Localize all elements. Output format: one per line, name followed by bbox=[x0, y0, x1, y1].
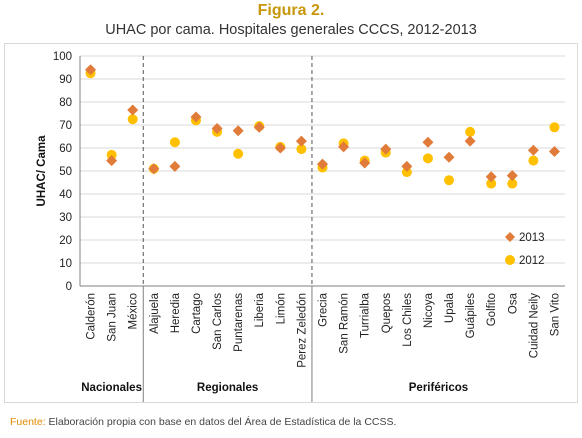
point-2013 bbox=[422, 136, 434, 148]
x-tick-label: México bbox=[128, 293, 140, 329]
legend-marker-2012 bbox=[505, 255, 515, 265]
point-2013 bbox=[253, 121, 265, 133]
point-2013 bbox=[85, 64, 97, 76]
point-2013 bbox=[548, 145, 560, 157]
point-2012 bbox=[169, 137, 180, 148]
point-2013 bbox=[274, 142, 286, 154]
group-label: Nacionales bbox=[81, 382, 142, 394]
point-2013 bbox=[443, 151, 455, 163]
point-2013 bbox=[401, 160, 413, 172]
point-2012 bbox=[106, 149, 117, 160]
point-2012 bbox=[507, 178, 518, 189]
y-tick-label: 60 bbox=[59, 143, 72, 155]
x-tick-label: Heredia bbox=[170, 292, 182, 333]
point-2012 bbox=[127, 114, 138, 125]
point-2013 bbox=[380, 143, 392, 155]
point-2012 bbox=[465, 126, 476, 137]
x-tick-label: Golfito bbox=[486, 293, 498, 326]
y-tick-label: 20 bbox=[59, 235, 72, 247]
y-tick-label: 70 bbox=[59, 120, 72, 132]
figure-title: Figura 2. bbox=[257, 2, 325, 19]
x-tick-label: Liberia bbox=[254, 292, 266, 327]
group-label: Regionales bbox=[197, 382, 258, 394]
point-2012 bbox=[549, 122, 560, 133]
source-note: Fuente: Elaboración propia con base en d… bbox=[10, 416, 396, 428]
x-tick-label: Perez Zeledón bbox=[296, 293, 308, 368]
point-2012 bbox=[401, 167, 412, 178]
point-2012 bbox=[528, 155, 539, 166]
point-2012 bbox=[233, 148, 244, 159]
y-tick-label: 10 bbox=[59, 258, 72, 270]
point-2013 bbox=[338, 141, 350, 153]
x-tick-label: Grecia bbox=[318, 292, 330, 326]
source-label: Fuente: bbox=[10, 416, 46, 428]
x-tick-label: San Carlos bbox=[212, 293, 224, 350]
x-tick-label: Limón bbox=[275, 293, 287, 324]
legend-label-2012: 2012 bbox=[519, 255, 545, 267]
x-tick-label: Cartago bbox=[191, 293, 203, 334]
y-tick-label: 80 bbox=[59, 97, 72, 109]
x-tick-label: Nicoya bbox=[423, 292, 435, 328]
chart-frame: 0 10 20 30 40 50 60 70 80 90 100 Nacionales Regional… bbox=[4, 43, 578, 403]
y-axis-title: UHAC/ Cama bbox=[36, 135, 48, 207]
point-2013 bbox=[485, 171, 497, 183]
x-tick-label: Guápiles bbox=[465, 293, 477, 339]
legend-label-2013: 2013 bbox=[519, 232, 545, 244]
y-tick-label: 50 bbox=[59, 166, 72, 178]
x-tick-label: Alajuela bbox=[149, 292, 161, 334]
x-tick-label: Upala bbox=[444, 292, 456, 323]
point-2013 bbox=[106, 155, 118, 167]
point-2013 bbox=[359, 157, 371, 169]
point-2013 bbox=[211, 122, 223, 134]
point-2013 bbox=[527, 144, 539, 156]
point-2013 bbox=[127, 104, 139, 116]
point-2012 bbox=[444, 175, 455, 186]
x-tick-label: San Vito bbox=[549, 293, 561, 336]
y-tick-label: 0 bbox=[66, 281, 72, 293]
point-2012 bbox=[296, 144, 307, 155]
x-tick-label: Cuidad Neily bbox=[528, 293, 540, 358]
x-tick-label: Los Chiles bbox=[402, 293, 414, 347]
scatter-chart: 0 10 20 30 40 50 60 70 80 90 100 Nacionales Regional… bbox=[36, 51, 565, 402]
figure-subtitle: UHAC por cama. Hospitales generales CCCS… bbox=[105, 22, 477, 38]
y-tick-label: 90 bbox=[59, 74, 72, 86]
point-2012 bbox=[486, 178, 497, 189]
x-tick-label: San Ramón bbox=[339, 293, 351, 354]
y-tick-label: 100 bbox=[53, 51, 72, 63]
x-tick-label: Puntarenas bbox=[233, 293, 245, 352]
y-tick-label: 30 bbox=[59, 212, 72, 224]
point-2013 bbox=[317, 158, 328, 170]
x-tick-label: Calderón bbox=[86, 293, 98, 340]
x-tick-label: San Juan bbox=[107, 293, 119, 342]
point-2013 bbox=[169, 160, 181, 172]
group-label: Periféricos bbox=[409, 382, 468, 394]
legend-marker-2013 bbox=[505, 232, 515, 242]
point-2013 bbox=[506, 170, 518, 182]
source-text: Elaboración propia con base en datos del… bbox=[45, 416, 397, 428]
point-2013 bbox=[232, 125, 244, 137]
x-tick-label: Turrialba bbox=[360, 292, 372, 338]
point-2013 bbox=[295, 135, 307, 147]
point-2013 bbox=[464, 135, 476, 147]
y-tick-label: 40 bbox=[59, 189, 72, 201]
x-tick-label: Osa bbox=[507, 292, 519, 314]
point-2013 bbox=[148, 163, 160, 175]
point-2012 bbox=[422, 153, 433, 164]
x-tick-label: Quepos bbox=[381, 293, 393, 334]
point-2013 bbox=[190, 111, 202, 123]
